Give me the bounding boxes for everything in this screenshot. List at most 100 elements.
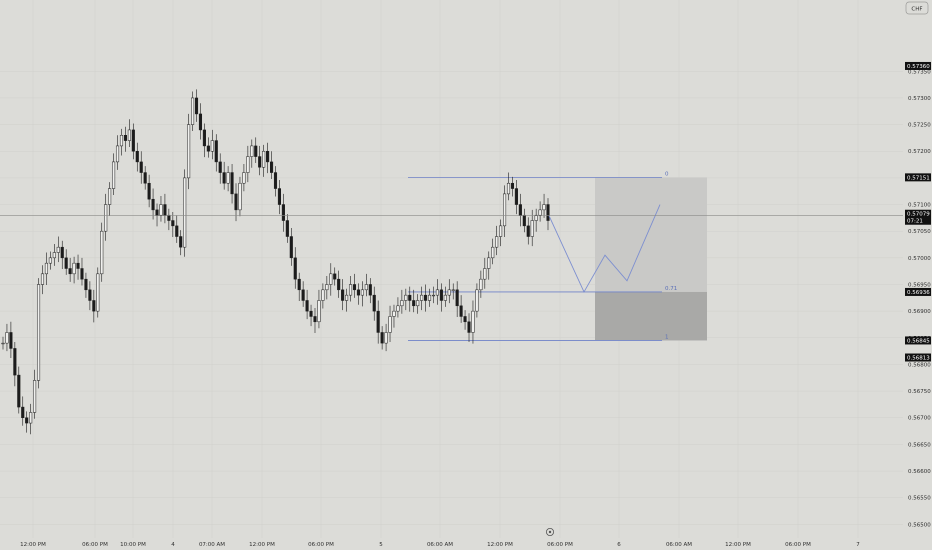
candle-body [250,145,254,157]
candle-body [518,204,522,216]
price-tick-label: 0.56550 [908,496,931,502]
candle-body [479,278,483,291]
time-tick-label: 06:00 AM [427,542,453,548]
price-tick-label: 0.57100 [908,203,931,209]
candle-body [427,294,432,301]
currency-badge-box[interactable] [905,1,929,15]
candle-body [475,289,479,312]
candle-body [254,145,258,157]
candle-body [420,294,424,301]
candle-body [341,289,345,301]
price-badge [905,61,931,70]
candle-body [396,305,400,312]
price-tick-label: 0.56750 [908,389,931,395]
price-badge-label: 07:21 [907,219,923,225]
candle-body [392,310,396,317]
candle-body [100,230,104,275]
candle-body [514,188,518,205]
candle-body [301,289,305,301]
candle-body [68,268,72,275]
price-badge [905,287,931,296]
candle-body [131,129,135,152]
candle-body [348,284,353,296]
candle-body [297,278,301,291]
candle-body [202,129,206,147]
candle-body [151,198,155,211]
price-badge-label: 0.57151 [907,175,930,181]
price-axis[interactable] [903,0,932,550]
candle-body [273,172,278,189]
candle-body [467,321,471,333]
candle-body [84,278,88,291]
candle-body [471,310,475,333]
price-badge-label: 0.56845 [907,338,930,344]
settings-gear-icon[interactable] [546,528,555,537]
time-tick-label: 12:00 PM [725,542,751,548]
candle-body [526,225,530,237]
gear-icon[interactable] [546,528,555,537]
candle-body [226,172,230,184]
candle-body [218,161,222,173]
candle-body [266,150,270,163]
candle-body [356,289,360,296]
candle-body [163,204,167,216]
candle-body [439,289,443,301]
time-tick-label: 12:00 PM [487,542,513,548]
candle-body [503,193,507,227]
candle-body [60,246,64,259]
time-tick-label: 6 [617,542,621,548]
candle-body [56,246,60,253]
candle-body [360,289,364,296]
time-tick-label: 12:00 PM [249,542,275,548]
candle-body [64,257,68,269]
candle-body [210,140,214,152]
price-badge [905,209,931,218]
candle-body [309,310,313,317]
candle-body [317,300,321,323]
currency-badge[interactable]: CHF [905,1,929,15]
candle-body [88,289,92,301]
candle-body [108,188,112,205]
gear-icon-center [548,530,552,534]
time-tick-label: 5 [379,542,383,548]
fib-level-label: 1 [665,334,669,340]
candle-body [262,150,266,168]
candle-body [459,305,463,317]
candle-body [412,300,416,307]
time-tick-label: 12:00 PM [20,542,46,548]
candle-body [238,182,242,211]
time-axis[interactable] [0,538,903,550]
target-zone [595,291,707,341]
candle-body [400,300,404,307]
candle-body [147,182,151,200]
projection-line [548,204,661,293]
candle-body [538,209,542,216]
target-zone [595,177,707,292]
price-badge-label: 0.57360 [907,64,930,70]
candle-body [25,417,29,424]
candle-body [135,150,139,163]
time-tick-label: 06:00 PM [547,542,573,548]
candle-body [542,204,546,211]
time-tick-label: 06:00 PM [785,542,811,548]
candle-body [104,204,108,232]
candle-body [499,225,503,237]
time-tick-label: 07:00 AM [199,542,225,548]
price-badge [905,216,931,225]
candle-body [36,284,41,381]
candle-body [127,129,131,141]
price-tick-label: 0.56700 [908,416,931,422]
candle-body [139,161,143,173]
price-tick-label: 0.56900 [908,309,931,315]
candle-body [506,182,511,195]
candle-body [194,97,199,115]
candle-body [285,220,289,237]
candle-body [80,268,84,280]
grid-lines [0,0,903,538]
candle-body [305,300,309,312]
price-badge [905,336,931,345]
candle-body [179,236,183,248]
candle-body [52,252,56,259]
candle-body [325,284,329,291]
